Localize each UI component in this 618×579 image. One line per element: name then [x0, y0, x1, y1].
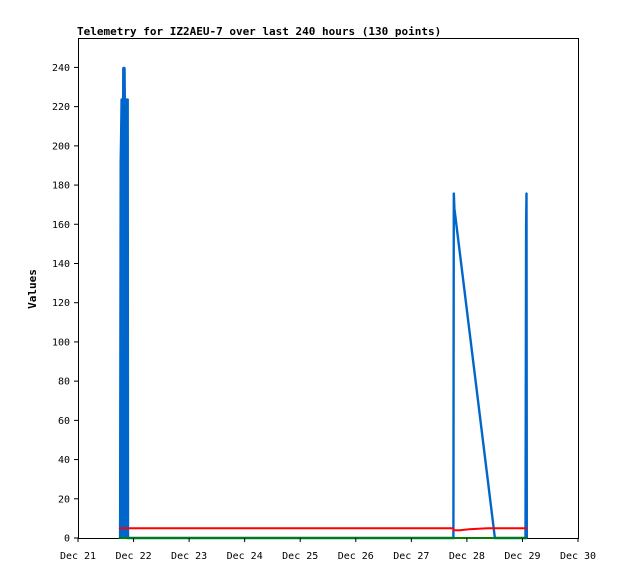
x-tick-label: Dec 26 — [338, 551, 374, 562]
series-0-point — [126, 129, 128, 131]
series-2-point — [118, 537, 120, 539]
y-tick-label: 20 — [58, 494, 70, 505]
x-tick-label: Dec 29 — [504, 551, 540, 562]
y-tick-label: 140 — [52, 259, 70, 270]
x-tick-label: Dec 22 — [115, 551, 151, 562]
x-tick-label: Dec 23 — [171, 551, 207, 562]
y-tick-label: 80 — [58, 377, 70, 388]
series-1-point — [452, 527, 454, 529]
series-0-point — [126, 160, 128, 163]
series-1-point — [468, 528, 470, 530]
y-tick-label: 240 — [52, 63, 70, 74]
series-0-point — [120, 160, 122, 163]
y-tick-label: 60 — [58, 416, 70, 427]
axis-layer: 0 20 40 60 80 100 120 140 160 180 200 220 240 Dec 21 D… — [52, 63, 596, 562]
series-0-point — [453, 364, 455, 367]
series-1-point — [118, 527, 120, 529]
y-tick-label: 220 — [52, 102, 70, 113]
y-axis-label: Values — [26, 269, 39, 309]
series-0-point — [453, 208, 455, 210]
y-tick-label: 120 — [52, 298, 70, 309]
series-1-point — [526, 527, 528, 529]
series-0-point — [123, 66, 126, 68]
x-tick-label: Dec 30 — [560, 551, 596, 562]
series-0-point — [120, 129, 122, 131]
series-0-point — [123, 160, 125, 163]
x-tick-label: Dec 28 — [449, 551, 485, 562]
x-tick-label: Dec 27 — [393, 551, 429, 562]
series-0-point — [121, 98, 123, 100]
series-0-point — [124, 192, 126, 194]
series-0-point — [122, 192, 124, 194]
x-tick-label: Dec 24 — [227, 551, 263, 562]
series-0-point — [125, 98, 127, 100]
y-tick-label: 180 — [52, 181, 70, 192]
series-0-point — [125, 364, 127, 367]
series-1-point — [459, 529, 461, 531]
series-0-point — [127, 98, 129, 100]
series-layer — [118, 66, 528, 540]
y-tick-label: 40 — [58, 455, 70, 466]
series-0-point — [525, 380, 527, 382]
series-0-point — [122, 66, 124, 68]
series-0-line — [118, 67, 528, 540]
y-tick-label: 200 — [52, 141, 70, 152]
series-1-point — [453, 529, 455, 531]
series-0-point — [453, 192, 455, 194]
series-0-point — [125, 317, 127, 319]
series-0-point — [525, 192, 528, 194]
series-0-point — [126, 349, 128, 351]
series-0-point — [121, 364, 123, 367]
y-tick-label: 100 — [52, 337, 70, 348]
y-tick-label: 160 — [52, 220, 70, 231]
x-tick-label: Dec 21 — [60, 551, 96, 562]
series-0-point — [525, 223, 527, 225]
series-2-point — [526, 537, 528, 539]
x-tick-label: Dec 25 — [282, 551, 318, 562]
series-0-point — [124, 98, 126, 100]
series-0-point — [121, 223, 123, 225]
y-tick-label: 0 — [64, 534, 70, 545]
chart-title: Telemetry for IZ2AEU-7 over last 240 hou… — [77, 25, 441, 38]
series-1-point — [487, 527, 489, 529]
